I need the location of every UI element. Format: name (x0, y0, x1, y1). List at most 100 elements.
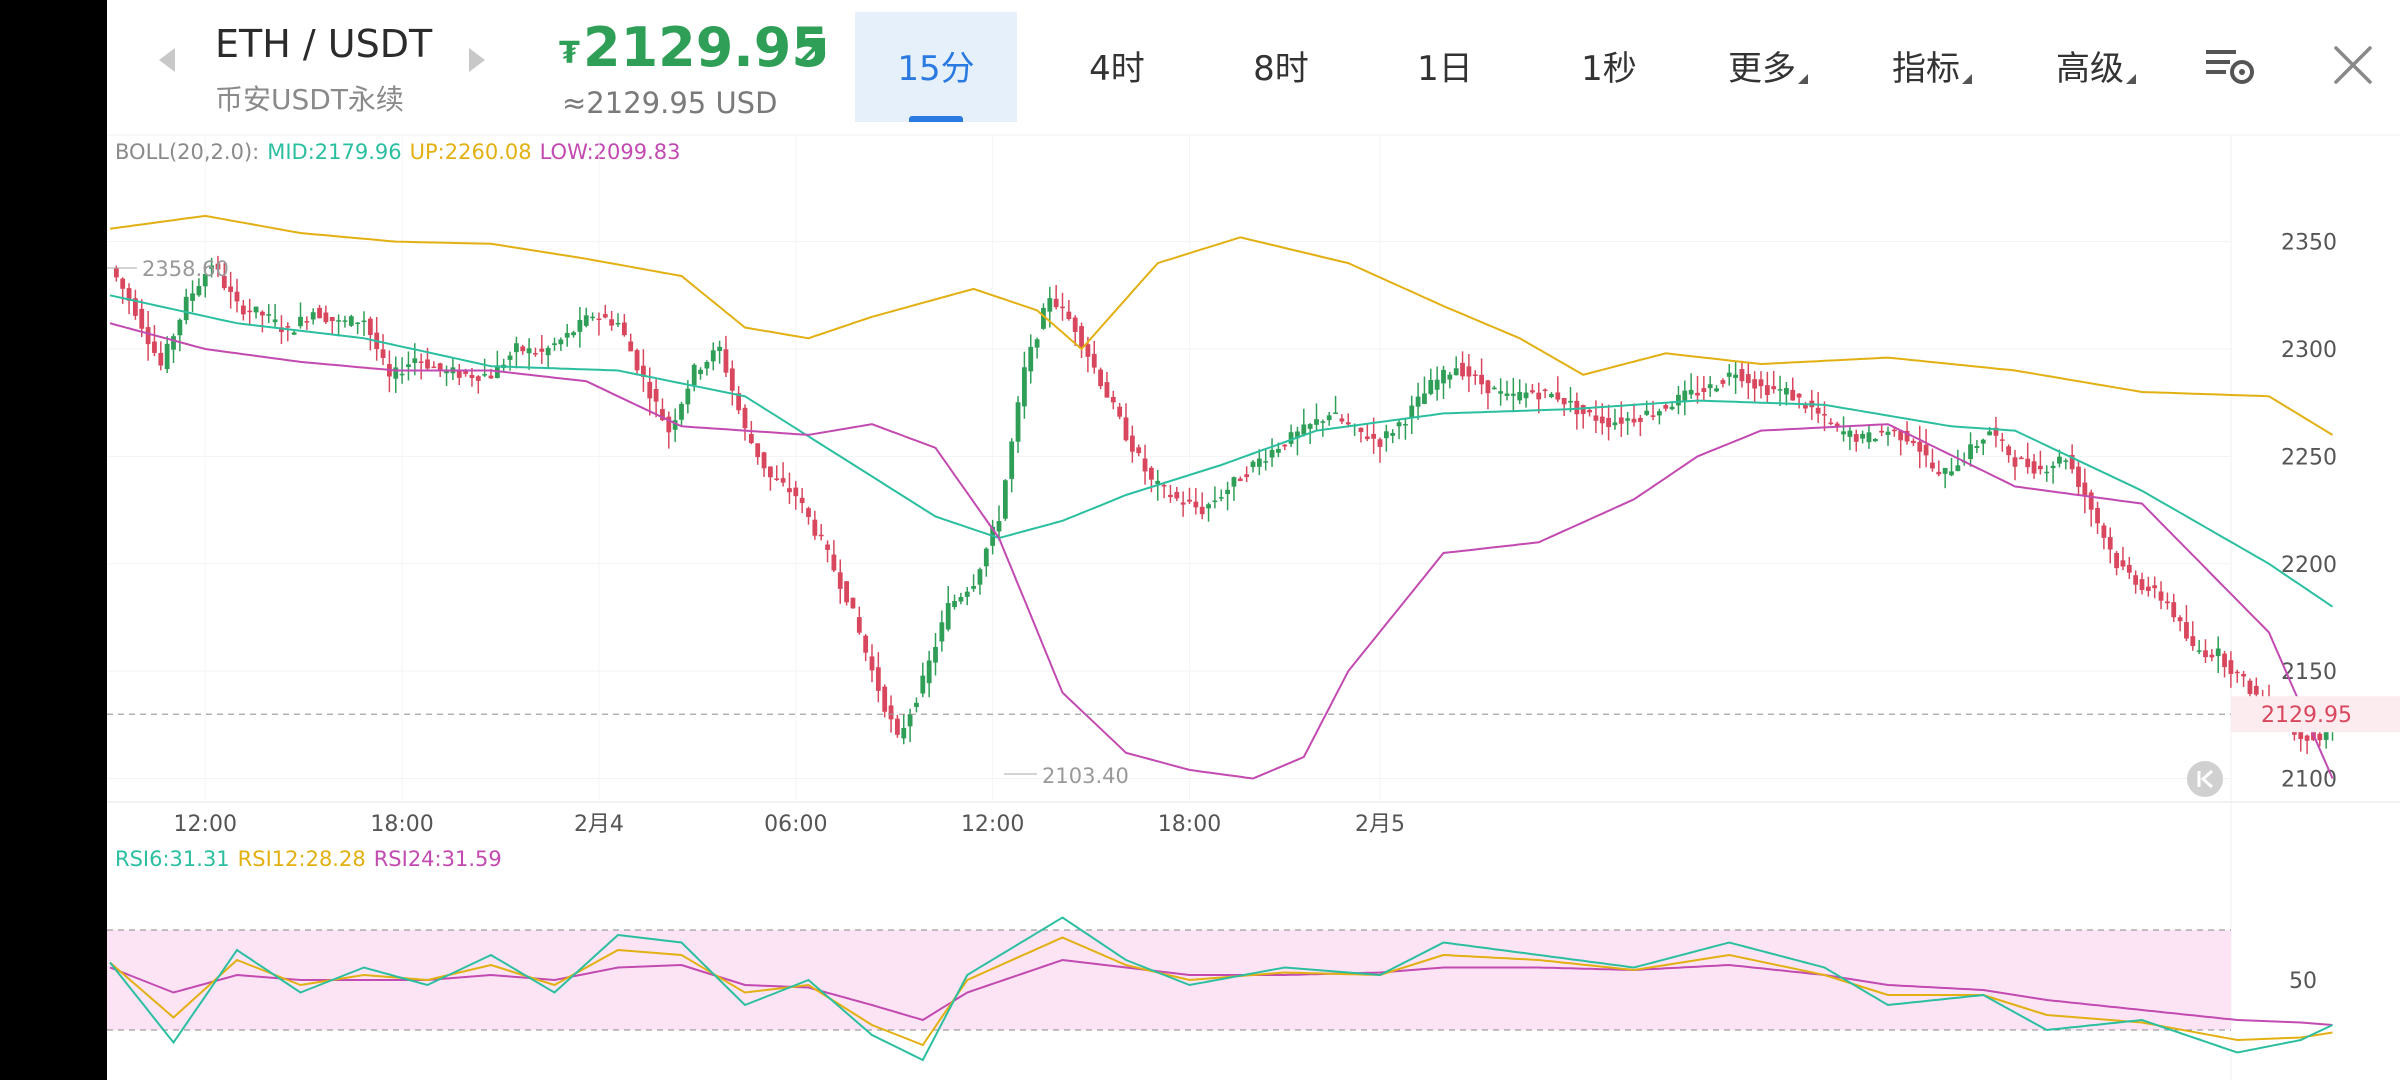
candle-body (1066, 311, 1072, 320)
tab-indicators[interactable]: 指标 (1877, 12, 1987, 122)
candle-body (1936, 471, 1942, 475)
candle-body (1549, 393, 1554, 398)
candle-body (539, 348, 545, 352)
candle-body (2228, 660, 2234, 674)
candle-body (469, 374, 475, 378)
candle-body (1866, 432, 1872, 443)
candle-body (736, 393, 742, 411)
candle-body (1720, 380, 1726, 384)
candle-body (1676, 394, 1681, 406)
candle-body (1606, 417, 1611, 428)
candle-body (171, 336, 176, 350)
candle-body (1060, 306, 1065, 309)
candle-body (1796, 393, 1802, 398)
candle-body (1472, 374, 1478, 376)
low-annotation: 2103.40 (1042, 764, 1129, 788)
candle-body (577, 319, 583, 332)
candle-body (1987, 431, 1992, 436)
candle-body (291, 332, 297, 335)
chevron-right-icon[interactable] (469, 48, 485, 72)
candle-body (2082, 482, 2088, 497)
candle-body (920, 675, 926, 694)
candle-body (1403, 423, 1408, 426)
candle-body (2038, 465, 2043, 470)
candle-body (939, 622, 945, 642)
candle-body (1326, 415, 1332, 421)
boll-lower-line (109, 322, 2334, 780)
close-icon[interactable] (2332, 44, 2374, 86)
candle-body (2025, 458, 2031, 468)
candle-body (2050, 465, 2056, 469)
candle-body (475, 376, 481, 381)
candle-body (247, 310, 253, 313)
tab-more[interactable]: 更多 (1713, 12, 1823, 122)
candle-body (1739, 369, 1745, 382)
candle-body (393, 367, 399, 379)
candle-body (1072, 317, 1078, 332)
last-price-label-bg (2231, 696, 2400, 733)
candle-body (1168, 494, 1173, 498)
candle-body (1974, 445, 1980, 448)
candle-body (1625, 418, 1631, 421)
candle-body (875, 667, 881, 691)
candle-body (1580, 405, 1586, 414)
candle-body (1599, 416, 1605, 424)
trend-up-arrow-icon (799, 38, 825, 64)
candle-body (1441, 369, 1446, 384)
candle-body (164, 343, 170, 370)
candle-body (310, 312, 316, 320)
candle-body (1574, 400, 1580, 415)
candle-body (901, 728, 907, 739)
candle-body (412, 358, 418, 363)
candle-body (113, 267, 119, 278)
tab-label: 高级 (2056, 49, 2124, 89)
candle-body (1530, 390, 1535, 393)
candle-body (1282, 444, 1288, 447)
tab-advanced[interactable]: 高级 (2041, 12, 2151, 122)
candle-body (406, 364, 411, 368)
pair-title[interactable]: ETH / USDT (215, 22, 433, 66)
candle-body (1764, 385, 1770, 395)
candle-body (1110, 396, 1116, 403)
time-tick-label: 2月5 (1355, 812, 1405, 837)
tab-1d[interactable]: 1日 (1395, 12, 1495, 122)
time-tick-label: 18:00 (370, 812, 433, 837)
chevron-left-icon[interactable] (159, 48, 175, 72)
chart-settings-icon[interactable] (2204, 44, 2256, 90)
candle-body (1288, 432, 1294, 444)
candle-body (2203, 650, 2208, 658)
candle-body (850, 597, 856, 609)
candle-body (1479, 374, 1484, 385)
candle-body (2114, 552, 2119, 569)
candle-body (1339, 418, 1345, 422)
candle-body (418, 361, 424, 363)
candle-body (1885, 431, 1891, 435)
candle-body (1733, 374, 1738, 378)
candle-body (571, 332, 576, 336)
candle-body (590, 316, 595, 319)
candle-body (1650, 415, 1656, 417)
time-tick-label: 12:00 (961, 812, 1024, 837)
candle-body (279, 327, 284, 332)
candle-body (1822, 414, 1827, 416)
candle-body (2088, 492, 2094, 510)
candle-body (133, 298, 138, 316)
candle-body (609, 319, 615, 326)
tab-8h[interactable]: 8时 (1231, 12, 1331, 122)
candle-body (1091, 353, 1097, 368)
candle-body (983, 548, 989, 567)
tab-1s[interactable]: 1秒 (1559, 12, 1659, 122)
tab-15m[interactable]: 15分 (855, 12, 1017, 122)
scroll-to-latest-icon[interactable] (2187, 761, 2223, 797)
candle-body (1098, 369, 1103, 387)
candle-body (1879, 430, 1885, 433)
candle-body (780, 478, 786, 483)
tab-4h[interactable]: 4时 (1067, 12, 1167, 122)
candle-body (1466, 366, 1472, 377)
candle-body (2018, 457, 2024, 460)
candle-body (533, 353, 538, 355)
candle-body (1358, 427, 1364, 433)
price-tick-label: 2100 (2281, 768, 2337, 793)
tab-label: 1日 (1417, 49, 1473, 89)
